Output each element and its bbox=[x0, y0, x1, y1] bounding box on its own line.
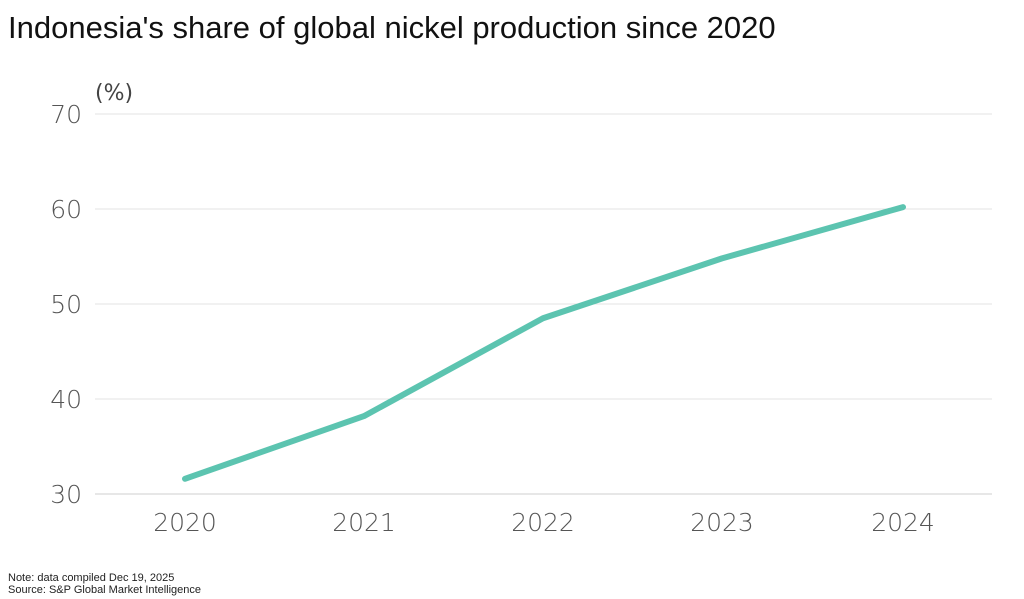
note-text: Note: data compiled Dec 19, 2025 bbox=[8, 572, 175, 584]
y-tick-label: 30 bbox=[50, 480, 82, 509]
y-tick-label: 50 bbox=[50, 290, 82, 319]
y-tick-label: 60 bbox=[50, 195, 82, 224]
x-tick-label: 2023 bbox=[690, 508, 754, 537]
x-tick-label: 2024 bbox=[871, 508, 935, 537]
x-tick-label: 2022 bbox=[511, 508, 575, 537]
y-tick-label: 40 bbox=[50, 385, 82, 414]
chart-notes: Note: data compiled Dec 19, 2025 Source:… bbox=[8, 572, 201, 596]
y-axis-unit: (%) bbox=[95, 81, 133, 106]
series-line bbox=[182, 204, 906, 482]
x-tick-label: 2021 bbox=[332, 508, 396, 537]
y-tick-label: 70 bbox=[50, 100, 82, 129]
chart-title: Indonesia's share of global nickel produ… bbox=[8, 10, 776, 45]
source-text: Source: S&P Global Market Intelligence bbox=[8, 584, 202, 596]
x-tick-label: 2020 bbox=[153, 508, 217, 537]
